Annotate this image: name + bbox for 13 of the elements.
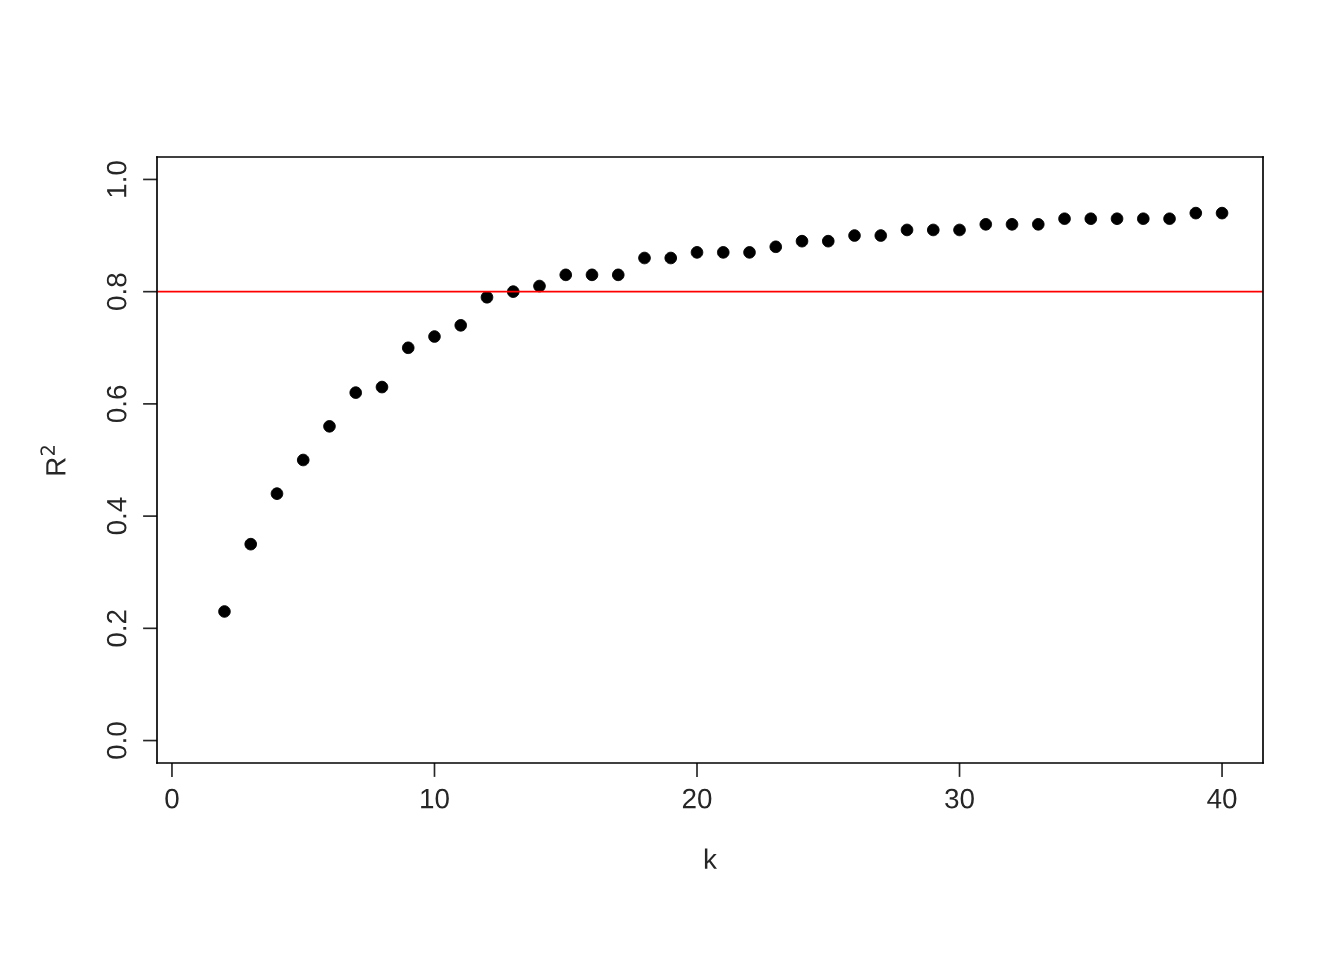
y-tick-label: 0.8 [106, 273, 127, 310]
x-tick-label: 30 [945, 788, 974, 809]
x-tick-label: 0 [165, 788, 179, 809]
x-tick-label: 40 [1207, 788, 1237, 809]
x-tick-label: 20 [682, 788, 712, 809]
y-tick-label: 0.0 [106, 722, 127, 759]
y-tick-label: 0.6 [106, 385, 127, 423]
x-axis-title: k [704, 848, 717, 869]
y-tick-label: 0.2 [106, 610, 127, 647]
y-axis-title: R$^{2}$ [40, 446, 66, 475]
x-tick-label: 10 [421, 788, 449, 809]
y-tick-label: 0.4 [106, 497, 127, 535]
y-tick-label: 1.0 [106, 161, 127, 197]
